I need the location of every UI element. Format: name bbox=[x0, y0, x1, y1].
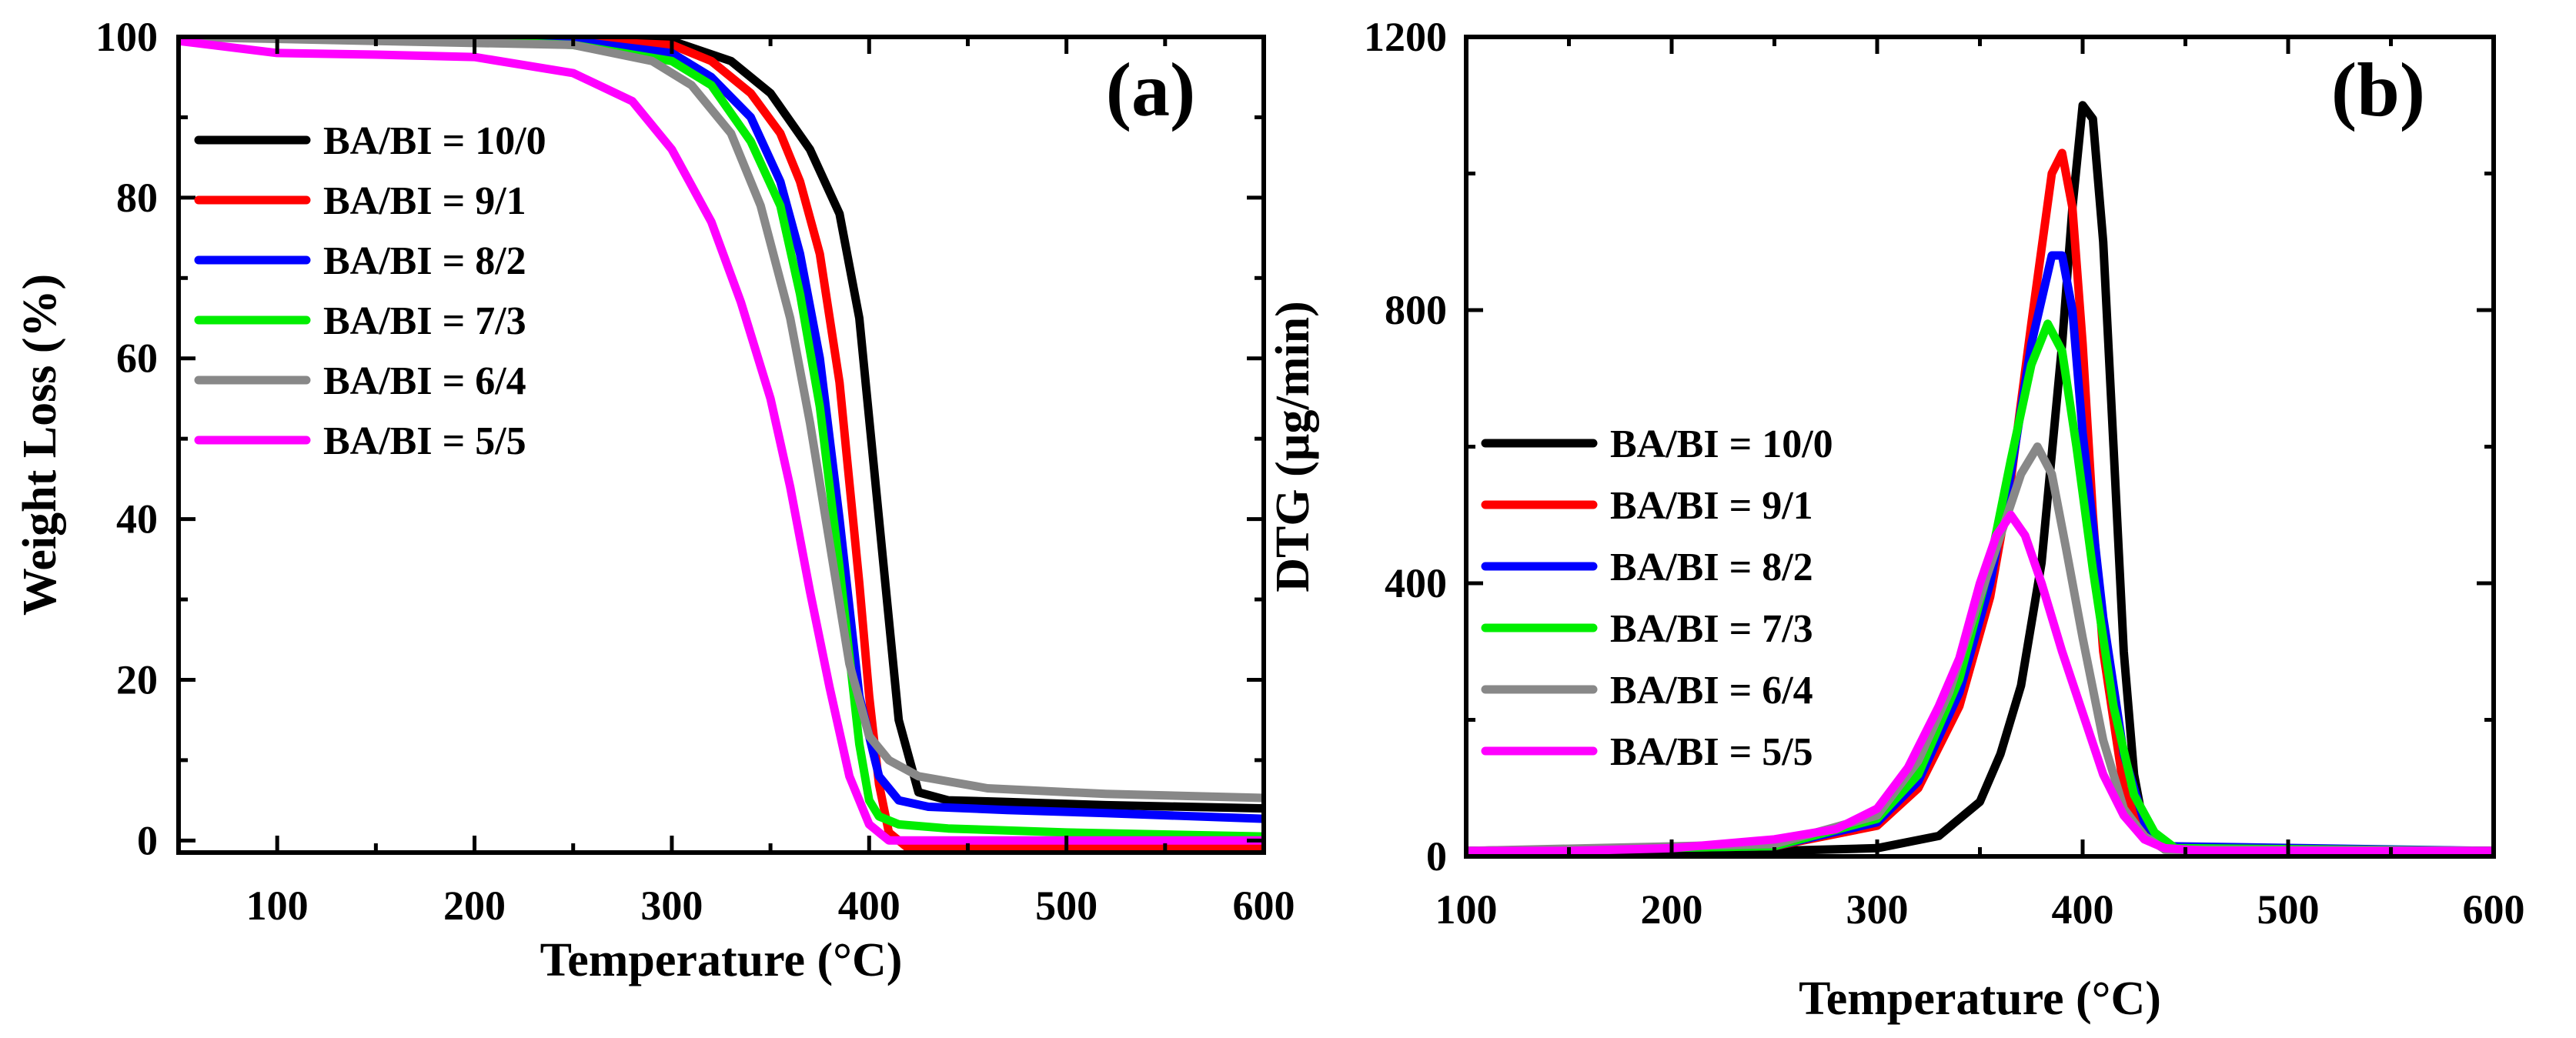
chart-b-x-tick-label: 100 bbox=[1435, 886, 1498, 933]
chart-a-legend-label-4: BA/BI = 6/4 bbox=[323, 359, 526, 403]
chart-b-curves bbox=[1466, 101, 2494, 856]
chart-a-legend-label-3: BA/BI = 7/3 bbox=[323, 299, 526, 343]
chart-b-x-axis-title: Temperature (°C) bbox=[1799, 973, 2161, 1025]
chart-b-y-tick-label: 800 bbox=[1385, 287, 1447, 333]
chart-b-legend-label-5: BA/BI = 5/5 bbox=[1610, 730, 1813, 774]
chart-a-series-line-4 bbox=[179, 37, 1264, 803]
chart-a-x-tick-label: 100 bbox=[246, 883, 309, 929]
chart-a-legend-label-2: BA/BI = 8/2 bbox=[323, 239, 526, 283]
chart-b-x-tick-label: 200 bbox=[1641, 886, 1703, 933]
chart-a-x-tick-label: 400 bbox=[838, 883, 900, 929]
chart-a-legend: BA/BI = 10/0 BA/BI = 9/1 BA/BI = 8/2 BA/BI … bbox=[194, 119, 546, 463]
chart-a-x-tick-label: 500 bbox=[1035, 883, 1098, 929]
chart-a: 100 200 300 400 500 600 0 20 40 60 80 100 Temperatur… bbox=[14, 14, 1295, 986]
chart-b-x-tick-label: 300 bbox=[1846, 886, 1909, 933]
chart-b-y-tick-label: 1200 bbox=[1364, 14, 1447, 60]
chart-b-y-axis-title: DTG (µg/min) bbox=[1267, 301, 1319, 592]
chart-a-x-axis-title: Temperature (°C) bbox=[540, 934, 903, 986]
chart-a-y-tick-label: 80 bbox=[116, 175, 158, 221]
chart-a-y-tick-label: 20 bbox=[116, 656, 158, 703]
chart-b-legend-label-4: BA/BI = 6/4 bbox=[1610, 669, 1813, 713]
chart-b-legend-label-2: BA/BI = 8/2 bbox=[1610, 546, 1813, 589]
chart-a-y-tick-label: 100 bbox=[95, 14, 158, 60]
chart-b-legend-label-0: BA/BI = 10/0 bbox=[1610, 422, 1833, 466]
chart-b-y-tick-label: 0 bbox=[1426, 833, 1447, 879]
chart-a-x-tick-label: 600 bbox=[1233, 883, 1295, 929]
chart-b-legend-label-3: BA/BI = 7/3 bbox=[1610, 607, 1813, 651]
chart-a-y-tick-label: 0 bbox=[137, 817, 158, 863]
chart-a-y-tick-label: 60 bbox=[116, 335, 158, 382]
chart-a-x-tick-label: 200 bbox=[443, 883, 506, 929]
chart-a-y-tick-label: 40 bbox=[116, 496, 158, 542]
chart-b-series-line-3 bbox=[1466, 319, 2494, 856]
chart-a-plot-frame bbox=[176, 35, 1266, 855]
chart-b-panel-label: (b) bbox=[2331, 47, 2425, 132]
chart-a-panel-label: (a) bbox=[1106, 47, 1196, 132]
chart-b-legend: BA/BI = 10/0 BA/BI = 9/1 BA/BI = 8/2 BA/BI … bbox=[1481, 422, 1833, 774]
chart-a-legend-label-5: BA/BI = 5/5 bbox=[323, 419, 526, 463]
chart-a-legend-label-0: BA/BI = 10/0 bbox=[323, 119, 546, 163]
chart-a-legend-label-1: BA/BI = 9/1 bbox=[323, 179, 526, 223]
chart-b-x-tick-label: 400 bbox=[2052, 886, 2114, 933]
chart-b-y-tick-label: 400 bbox=[1385, 560, 1447, 606]
chart-b-legend-label-1: BA/BI = 9/1 bbox=[1610, 484, 1813, 528]
chart-a-curves bbox=[179, 37, 1264, 853]
chart-b-series-line-1 bbox=[1466, 149, 2494, 856]
chart-a-series-line-2 bbox=[179, 37, 1264, 823]
chart-b-x-tick-label: 500 bbox=[2257, 886, 2320, 933]
chart-b: 100 200 300 400 500 600 0 400 800 1200 Temperature… bbox=[1267, 14, 2525, 1025]
chart-a-x-tick-label: 300 bbox=[640, 883, 703, 929]
chart-b-x-tick-label: 600 bbox=[2463, 886, 2525, 933]
chart-a-series-line-5 bbox=[179, 37, 1264, 845]
chart-b-series-line-5 bbox=[1466, 510, 2494, 856]
chart-a-y-axis-title: Weight Loss (%) bbox=[14, 274, 66, 616]
